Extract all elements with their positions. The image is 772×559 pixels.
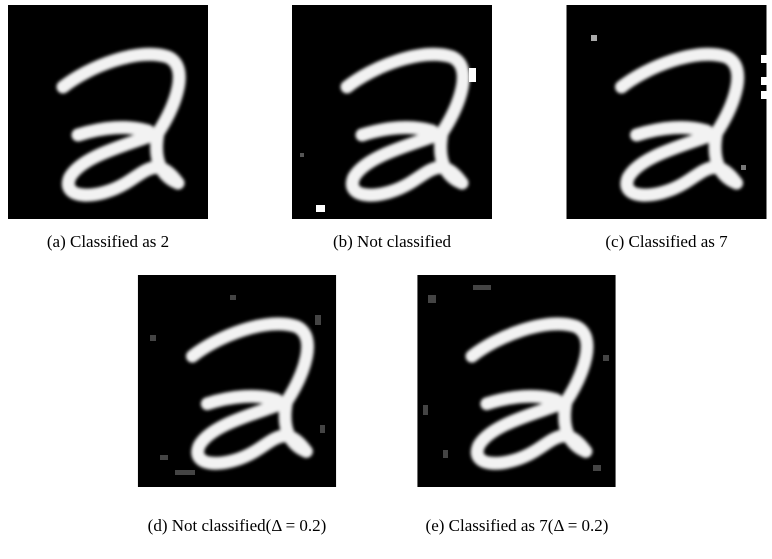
digit-image xyxy=(8,5,208,219)
figure-page: (a) Classified as 2 (b) Not classified (… xyxy=(0,0,772,559)
caption: (b) Not classified xyxy=(286,232,498,252)
digit-image xyxy=(130,275,344,487)
caption: (c) Classified as 7 xyxy=(561,232,772,252)
digit-image xyxy=(561,5,772,219)
caption: (a) Classified as 2 xyxy=(8,232,208,252)
digit-image xyxy=(286,5,498,219)
caption: (d) Not classified(Δ = 0.2) xyxy=(100,516,374,536)
digit-image xyxy=(408,275,625,487)
caption: (e) Classified as 7(Δ = 0.2) xyxy=(380,516,654,536)
